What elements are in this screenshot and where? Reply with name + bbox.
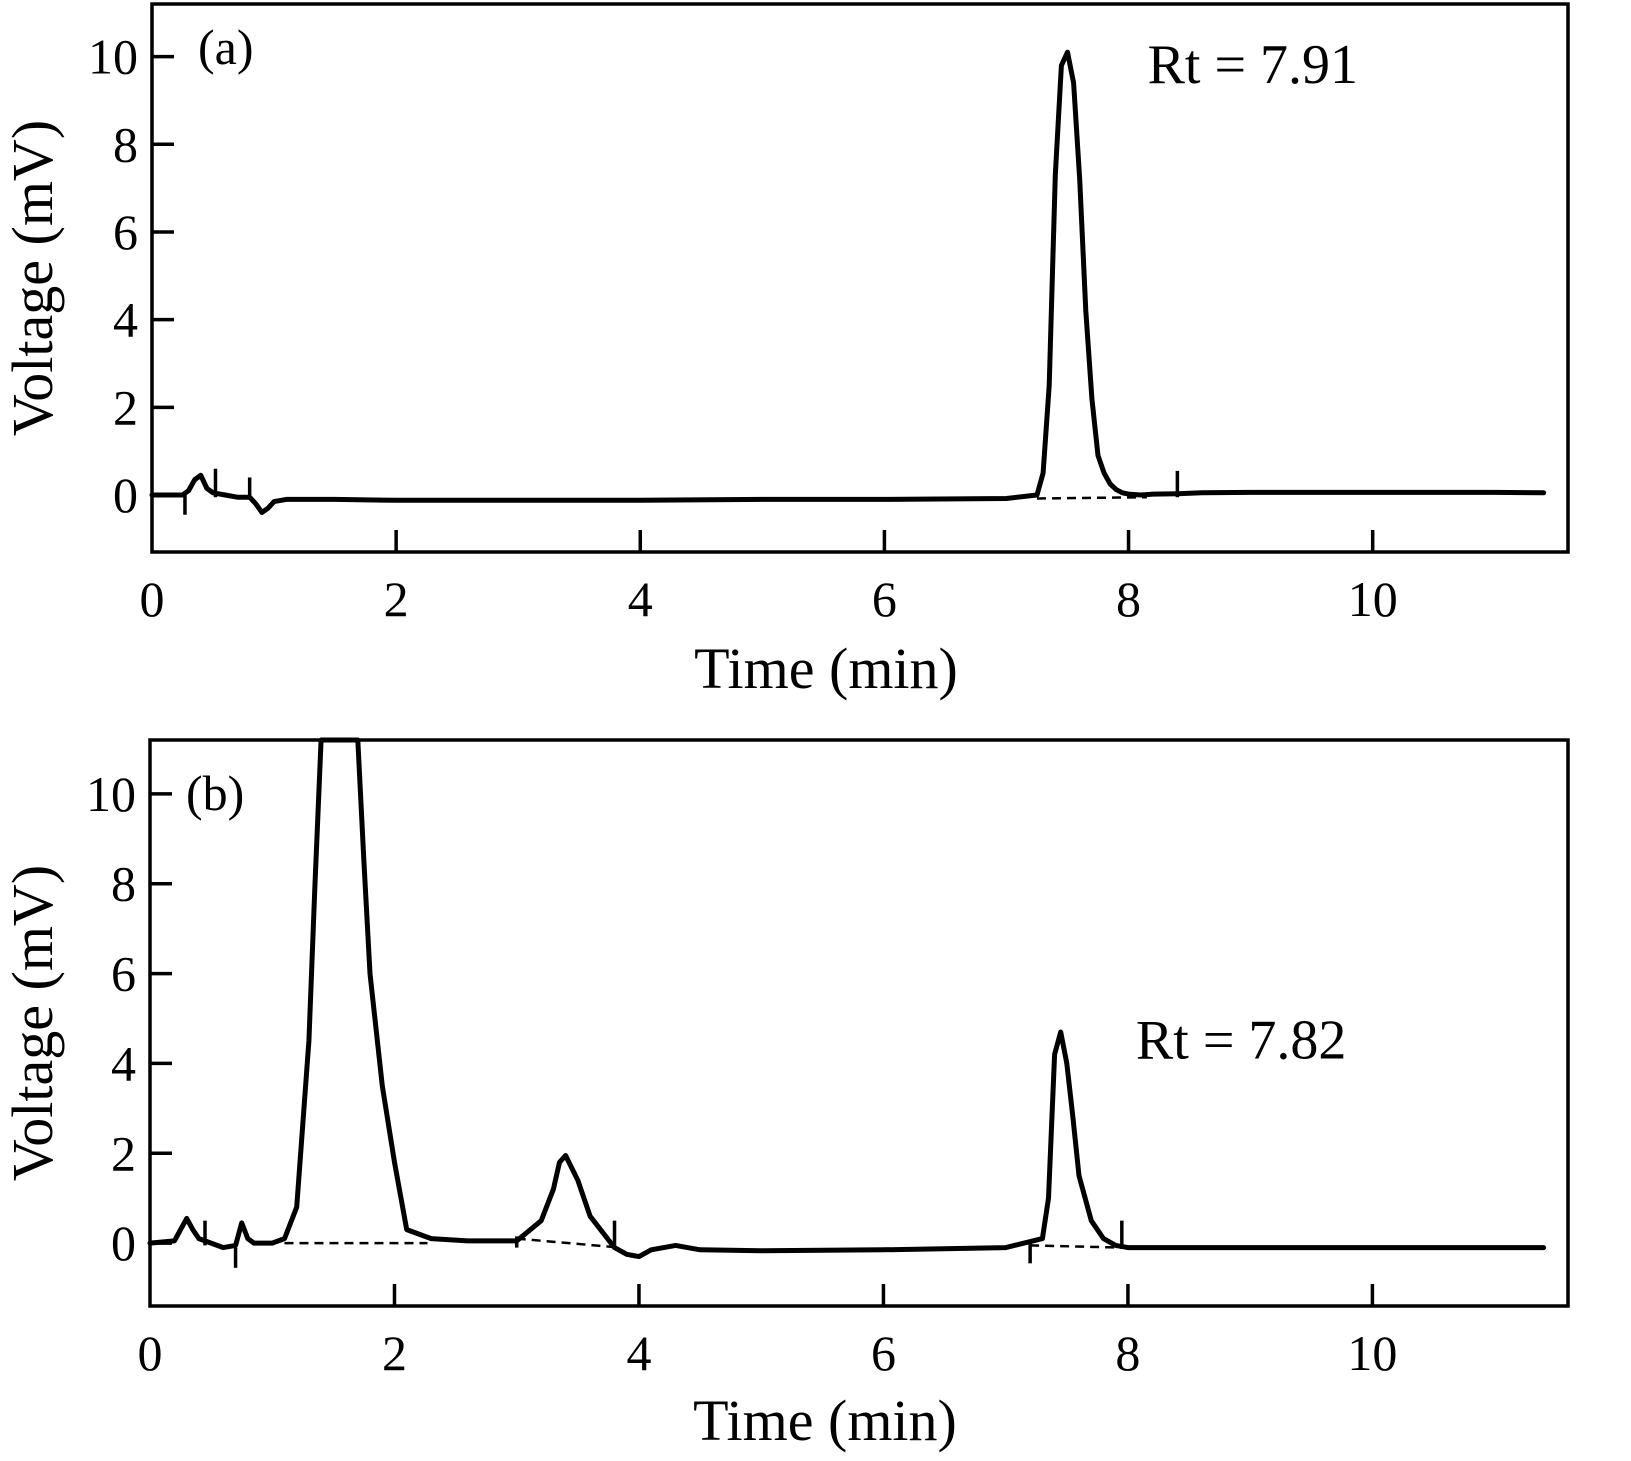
y-tick-label: 10 [86,766,136,822]
integration-baseline [1036,495,1147,500]
y-tick-label: 2 [113,379,138,435]
x-tick-label: 10 [1348,571,1398,627]
y-tick-label: 4 [113,292,138,348]
y-tick-label: 8 [111,856,136,912]
x-tick-label: 4 [628,571,653,627]
plot-frame [148,738,1570,1308]
y-axis-title: Voltage (mV) [0,120,65,436]
x-axis-title: Time (min) [694,636,958,701]
y-tick-label: 10 [88,29,138,85]
y-tick-label: 8 [113,116,138,172]
plot-frame [150,2,1570,554]
chromatogram-trace [149,49,1547,515]
integration-baseline [1030,1244,1122,1249]
x-tick-label: 6 [871,1325,896,1381]
y-tick-label: 4 [111,1035,136,1091]
y-tick-label: 2 [111,1125,136,1181]
x-tick-label: 2 [384,571,409,627]
x-tick-label: 4 [626,1325,651,1381]
x-tick-label: 2 [382,1325,407,1381]
x-axis-title: Time (min) [693,1388,957,1453]
retention-time-annotation: Rt = 7.91 [1148,34,1359,96]
y-tick-label: 0 [111,1215,136,1271]
retention-time-annotation: Rt = 7.82 [1136,1009,1347,1071]
y-tick-label: 6 [113,204,138,260]
panel-label: (a) [198,19,254,75]
integration-baseline [516,1237,621,1249]
x-tick-label: 0 [138,1325,163,1381]
y-axis-title: Voltage (mV) [0,865,65,1181]
x-tick-label: 10 [1347,1325,1397,1381]
x-tick-label: 0 [140,571,165,627]
chromatogram-trace [147,737,1547,1260]
y-tick-label: 6 [111,946,136,1002]
x-tick-label: 8 [1116,571,1141,627]
x-tick-label: 6 [872,571,897,627]
x-tick-label: 8 [1115,1325,1140,1381]
panel-b: (b) Time (min) Voltage (mV) Rt = 7.82 0 2… [0,737,1570,1453]
y-tick-label: 0 [113,467,138,523]
panel-label: (b) [186,765,244,821]
panel-a: (a) Time (min) Voltage (mV) Rt = 7.91 0 2… [0,2,1570,701]
